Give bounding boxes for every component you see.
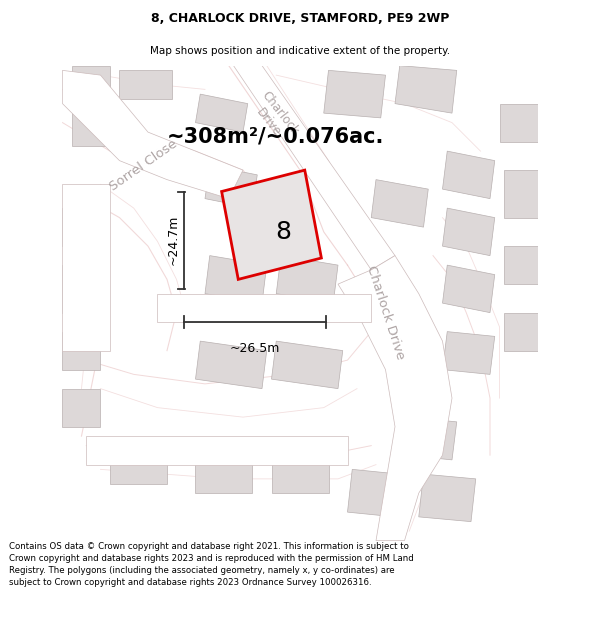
Polygon shape — [196, 341, 267, 389]
Polygon shape — [196, 94, 248, 132]
Polygon shape — [347, 469, 400, 517]
Polygon shape — [62, 389, 100, 427]
Polygon shape — [271, 341, 343, 389]
Polygon shape — [205, 256, 267, 303]
Polygon shape — [119, 71, 172, 99]
Text: ~24.7m: ~24.7m — [167, 215, 179, 266]
Polygon shape — [62, 71, 243, 199]
Polygon shape — [62, 265, 100, 312]
Polygon shape — [443, 208, 495, 256]
Text: Map shows position and indicative extent of the property.: Map shows position and indicative extent… — [150, 46, 450, 56]
Polygon shape — [276, 256, 338, 303]
Polygon shape — [62, 208, 100, 246]
Polygon shape — [62, 184, 110, 351]
Text: 8, CHARLOCK DRIVE, STAMFORD, PE9 2WP: 8, CHARLOCK DRIVE, STAMFORD, PE9 2WP — [151, 12, 449, 25]
Text: Contains OS data © Crown copyright and database right 2021. This information is : Contains OS data © Crown copyright and d… — [9, 542, 414, 587]
Text: 8: 8 — [275, 220, 292, 244]
Polygon shape — [324, 71, 386, 118]
Polygon shape — [72, 113, 110, 146]
Text: ~26.5m: ~26.5m — [230, 342, 280, 355]
Text: Sorrel Close: Sorrel Close — [107, 138, 179, 194]
Polygon shape — [233, 66, 395, 270]
Polygon shape — [271, 455, 329, 493]
Polygon shape — [443, 265, 495, 312]
Polygon shape — [62, 332, 100, 369]
Polygon shape — [157, 294, 371, 322]
Polygon shape — [504, 312, 538, 351]
Polygon shape — [371, 179, 428, 227]
Polygon shape — [205, 166, 257, 208]
Polygon shape — [395, 66, 457, 113]
Polygon shape — [86, 436, 347, 464]
Text: Charlock
Drive: Charlock Drive — [247, 89, 301, 147]
Polygon shape — [221, 170, 322, 279]
Polygon shape — [338, 256, 452, 541]
Polygon shape — [443, 332, 495, 374]
Polygon shape — [196, 455, 253, 493]
Text: ~308m²/~0.076ac.: ~308m²/~0.076ac. — [167, 127, 385, 147]
Polygon shape — [243, 189, 295, 232]
Polygon shape — [72, 66, 110, 89]
Polygon shape — [443, 151, 495, 199]
Text: Charlock Drive: Charlock Drive — [364, 264, 407, 361]
Polygon shape — [499, 104, 538, 142]
Polygon shape — [110, 446, 167, 484]
Polygon shape — [419, 474, 476, 522]
Polygon shape — [504, 246, 538, 284]
Polygon shape — [404, 417, 457, 460]
Polygon shape — [504, 170, 538, 217]
